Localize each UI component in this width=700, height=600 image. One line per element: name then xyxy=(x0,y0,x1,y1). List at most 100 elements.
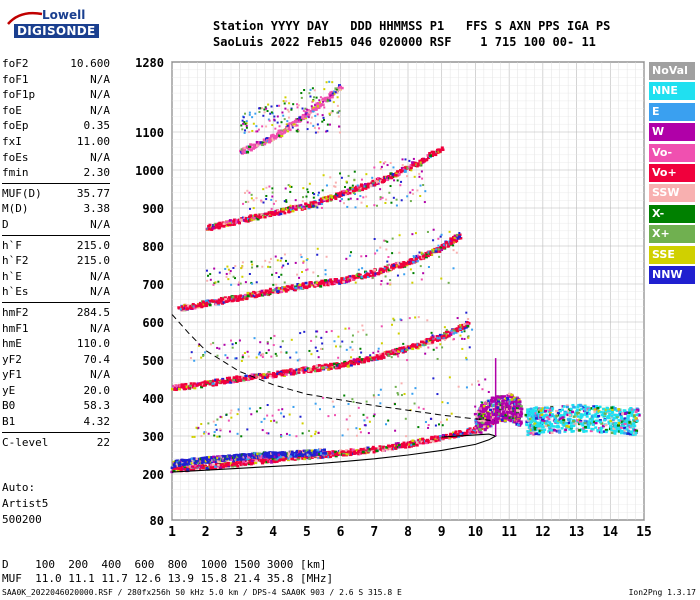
echo-point xyxy=(429,439,433,443)
echo-point xyxy=(267,454,271,457)
param-row: foE N/A xyxy=(2,103,110,119)
echo-point xyxy=(228,298,232,302)
echo-point xyxy=(615,416,619,420)
echo-point xyxy=(207,224,211,228)
echo-point xyxy=(271,137,275,141)
echo-point xyxy=(528,412,532,415)
echo-point xyxy=(395,171,399,175)
echo-point xyxy=(355,427,358,430)
param-row: B1 4.32 xyxy=(2,414,110,430)
echo-point xyxy=(349,450,353,454)
echo-point xyxy=(275,212,279,215)
echo-point xyxy=(481,410,485,413)
echo-point xyxy=(218,225,222,229)
echo-point xyxy=(353,452,357,455)
echo-point xyxy=(371,445,375,449)
echo-point xyxy=(202,457,206,460)
echo-point xyxy=(585,415,589,418)
echo-point xyxy=(434,439,438,443)
echo-point xyxy=(207,432,210,435)
echo-point xyxy=(280,433,283,436)
echo-point xyxy=(201,466,205,470)
echo-point xyxy=(416,343,420,346)
echo-point xyxy=(442,334,446,338)
echo-point xyxy=(287,452,291,456)
echo-point xyxy=(266,293,270,296)
echo-point xyxy=(285,432,288,435)
echo-point xyxy=(579,419,583,423)
echo-point xyxy=(571,429,575,433)
echo-point xyxy=(459,327,463,331)
echo-point xyxy=(332,92,336,95)
echo-point xyxy=(366,186,370,189)
echo-point xyxy=(444,332,448,335)
echo-point xyxy=(193,435,196,438)
echo-point xyxy=(410,343,414,347)
echo-point xyxy=(235,221,239,224)
echo-point xyxy=(506,416,510,420)
echo-point xyxy=(503,419,507,422)
echo-point xyxy=(257,454,261,457)
echo-point xyxy=(266,289,270,293)
echo-point xyxy=(474,419,478,422)
echo-point xyxy=(341,193,345,197)
param-row: foF1p N/A xyxy=(2,87,110,103)
echo-point xyxy=(412,260,416,264)
echo-point xyxy=(483,428,487,432)
echo-point xyxy=(314,368,318,372)
echo-point xyxy=(625,418,629,422)
echo-point xyxy=(271,374,275,377)
param-row: foF1 N/A xyxy=(2,72,110,88)
echo-point xyxy=(354,185,358,189)
echo-point xyxy=(371,179,375,183)
echo-point xyxy=(540,413,544,417)
echo-point xyxy=(382,178,386,182)
echo-point xyxy=(309,281,313,284)
echo-point xyxy=(302,205,306,209)
echo-point xyxy=(488,417,492,420)
echo-point xyxy=(199,465,203,469)
echo-point xyxy=(222,222,226,225)
echo-point xyxy=(267,456,271,459)
echo-point xyxy=(276,131,280,135)
echo-point xyxy=(482,408,486,411)
echo-point xyxy=(540,421,544,425)
echo-point xyxy=(602,430,606,433)
echo-point xyxy=(373,356,377,359)
echo-point xyxy=(274,458,278,461)
echo-point xyxy=(374,272,378,275)
echo-point xyxy=(261,460,265,464)
echo-point xyxy=(562,421,566,424)
echo-point xyxy=(435,335,439,338)
echo-point xyxy=(388,350,392,353)
echo-point xyxy=(458,233,462,237)
echo-point xyxy=(301,422,304,425)
echo-point xyxy=(361,448,365,451)
echo-point xyxy=(214,460,218,464)
echo-point xyxy=(585,410,589,414)
echo-point xyxy=(519,405,523,408)
echo-point xyxy=(260,292,264,295)
echo-point xyxy=(436,336,440,340)
echo-point xyxy=(288,122,292,125)
echo-point xyxy=(301,454,305,458)
echo-point xyxy=(537,414,541,417)
echo-point xyxy=(391,323,394,326)
echo-point xyxy=(577,411,581,415)
echo-point xyxy=(273,419,276,422)
echo-point xyxy=(320,281,324,285)
echo-point xyxy=(310,283,314,286)
echo-point xyxy=(328,96,332,100)
echo-point xyxy=(387,419,390,422)
echo-point xyxy=(260,420,263,423)
echo-point xyxy=(582,430,586,433)
echo-point xyxy=(576,419,580,422)
echo-point xyxy=(343,394,346,397)
logo-swoosh-icon xyxy=(7,11,43,25)
echo-point xyxy=(289,368,293,371)
echo-point xyxy=(451,338,454,341)
echo-point xyxy=(348,186,352,190)
echo-point xyxy=(317,284,321,287)
echo-point xyxy=(335,89,339,92)
echo-point xyxy=(507,392,511,396)
